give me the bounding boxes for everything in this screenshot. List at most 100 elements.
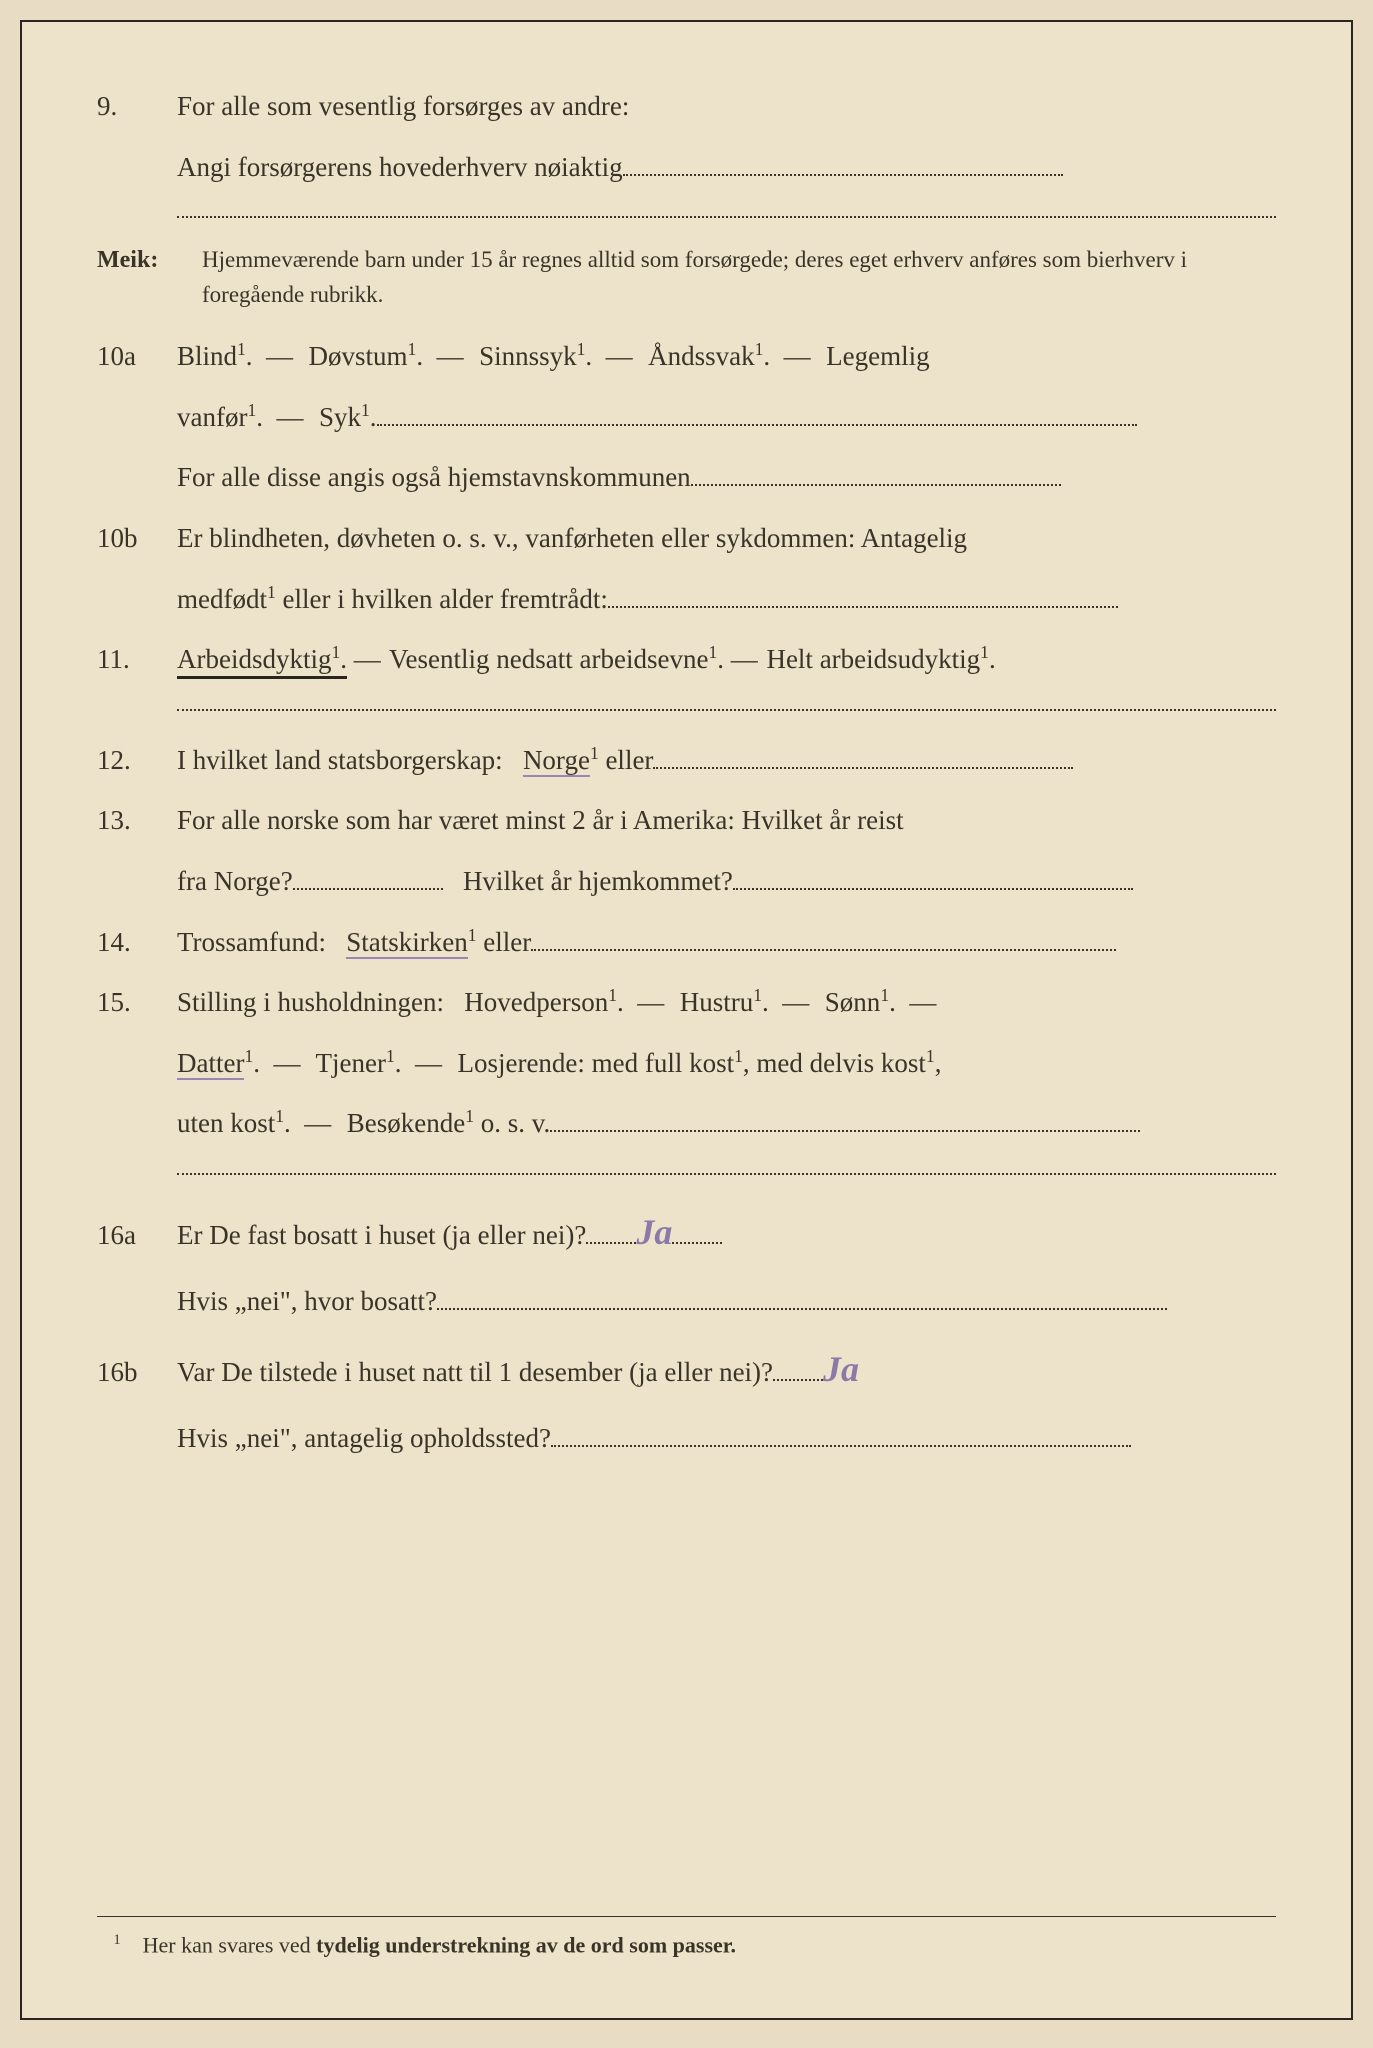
q10b-blank[interactable]	[608, 606, 1118, 608]
q13-line2: fra Norge? Hvilket år hjemkommet?	[177, 857, 1276, 906]
q15-opt9[interactable]: Besøkende	[347, 1108, 465, 1138]
q10a-syk[interactable]: Syk	[319, 402, 361, 432]
q14-number: 14.	[97, 918, 177, 967]
q15-opt6[interactable]: Losjerende: med full kost	[457, 1048, 734, 1078]
q10a-line2: vanfør1. — Syk1.	[177, 393, 1276, 442]
q15-opt3[interactable]: Sønn	[825, 987, 881, 1017]
q13-number: 13.	[97, 796, 177, 845]
q15-opt7[interactable]: med delvis kost	[756, 1048, 926, 1078]
q12-label: I hvilket land statsborgerskap:	[177, 745, 503, 775]
q16a-answer[interactable]: Ja	[636, 1212, 672, 1252]
q10a-text: Blind1. — Døvstum1. — Sinnssyk1. — Åndss…	[177, 332, 1276, 381]
q10b-text: Er blindheten, døvheten o. s. v., vanfør…	[177, 514, 1276, 563]
q12-eller: eller	[605, 745, 653, 775]
separator-2	[177, 709, 1276, 711]
q10a-line3: For alle disse angis også hjemstavnskomm…	[177, 453, 1276, 502]
separator-1	[177, 216, 1276, 218]
q16b-sub: Hvis „nei", antagelig opholdssted?	[177, 1414, 1276, 1463]
q11-opt2[interactable]: Vesentlig nedsatt arbeidsevne	[389, 644, 708, 674]
q16b-text: Var De tilstede i huset natt til 1 desem…	[177, 1337, 1276, 1402]
q16b-answer[interactable]: Ja	[823, 1349, 859, 1389]
q16a-sublabel: Hvis „nei", hvor bosatt?	[177, 1286, 437, 1316]
q11-number: 11.	[97, 635, 177, 684]
q10a-hjemstavn: For alle disse angis også hjemstavnskomm…	[177, 462, 691, 492]
q16a-number: 16a	[97, 1211, 177, 1260]
q16a-dotpost	[672, 1242, 722, 1244]
q12-blank[interactable]	[653, 767, 1073, 769]
q16b-sublabel: Hvis „nei", antagelig opholdssted?	[177, 1423, 551, 1453]
q13-blank1[interactable]	[293, 888, 443, 890]
q16a-blank[interactable]	[437, 1308, 1167, 1310]
q9-number: 9.	[97, 82, 177, 131]
q13-hjem: Hvilket år hjemkommet?	[463, 866, 733, 896]
note-row: Meik: Hjemmeværende barn under 15 år reg…	[97, 243, 1276, 312]
q15-opt4-selected[interactable]: Datter	[177, 1048, 244, 1080]
footnote: 1 Her kan svares ved tydelig understrekn…	[97, 1916, 1276, 1958]
question-11: 11. Arbeidsdyktig1. — Vesentlig nedsatt …	[97, 635, 1276, 684]
question-15: 15. Stilling i husholdningen: Hovedperso…	[97, 978, 1276, 1027]
q14-opt1-selected[interactable]: Statskirken	[346, 927, 468, 959]
q14-blank[interactable]	[531, 949, 1116, 951]
q16a-text: Er De fast bosatt i huset (ja eller nei)…	[177, 1200, 1276, 1265]
q16b-number: 16b	[97, 1348, 177, 1397]
q10a-number: 10a	[97, 332, 177, 381]
q15-opt10: o. s. v.	[481, 1108, 551, 1138]
question-16a: 16a Er De fast bosatt i huset (ja eller …	[97, 1200, 1276, 1265]
q15-number: 15.	[97, 978, 177, 1027]
q15-label: Stilling i husholdningen:	[177, 987, 444, 1017]
q15-opt5[interactable]: Tjener	[316, 1048, 386, 1078]
question-10a: 10a Blind1. — Døvstum1. — Sinnssyk1. — Å…	[97, 332, 1276, 381]
q10b-number: 10b	[97, 514, 177, 563]
q11-text: Arbeidsdyktig1. — Vesentlig nedsatt arbe…	[177, 635, 1276, 684]
q10a-blank2[interactable]	[691, 484, 1061, 486]
q13-text: For alle norske som har været minst 2 år…	[177, 796, 1276, 845]
q9-subtext: Angi forsørgerens hovederhverv nøiaktig	[177, 143, 1276, 192]
q10a-vanfor[interactable]: vanfør	[177, 402, 247, 432]
q11-opt3[interactable]: Helt arbeidsudyktig	[766, 644, 980, 674]
q16a-sub: Hvis „nei", hvor bosatt?	[177, 1277, 1276, 1326]
q16b-blank[interactable]	[551, 1445, 1131, 1447]
q13-blank2[interactable]	[733, 888, 1133, 890]
footnote-text-a: Her kan svares ved	[143, 1932, 317, 1957]
q10a-opt4[interactable]: Åndssvak	[648, 341, 755, 371]
footnote-num: 1	[114, 1932, 121, 1948]
q13-fra: fra Norge?	[177, 866, 293, 896]
q15-line2: Datter1. — Tjener1. — Losjerende: med fu…	[177, 1039, 1276, 1088]
q9-text: For alle som vesentlig forsørges av andr…	[177, 82, 1276, 131]
q15-opt1[interactable]: Hovedperson	[464, 987, 608, 1017]
question-10b: 10b Er blindheten, døvheten o. s. v., va…	[97, 514, 1276, 563]
q10a-opt3[interactable]: Sinnssyk	[479, 341, 577, 371]
question-12: 12. I hvilket land statsborgerskap: Norg…	[97, 736, 1276, 785]
q10a-blank1[interactable]	[377, 424, 1137, 426]
q10a-opt2[interactable]: Døvstum	[309, 341, 408, 371]
note-label: Meik:	[97, 247, 202, 274]
footnote-text-b: tydelig understrekning av de ord som pas…	[316, 1932, 736, 1957]
q14-text: Trossamfund: Statskirken1 eller	[177, 918, 1276, 967]
q10b-medfodt[interactable]: medfødt	[177, 584, 267, 614]
q12-opt1-selected[interactable]: Norge	[523, 745, 590, 777]
q10b-line2: medfødt1 eller i hvilken alder fremtrådt…	[177, 575, 1276, 624]
q9-blank[interactable]	[623, 174, 1063, 176]
q16b-dotpre	[773, 1379, 823, 1381]
q11-opt1-selected[interactable]: Arbeidsdyktig1.	[177, 644, 347, 679]
q15-opt8[interactable]: uten kost	[177, 1108, 275, 1138]
q16a-dotpre	[586, 1242, 636, 1244]
q15-blank[interactable]	[550, 1130, 1140, 1132]
census-form-page: 9. For alle som vesentlig forsørges av a…	[20, 20, 1353, 2020]
q16b-label: Var De tilstede i huset natt til 1 desem…	[177, 1357, 773, 1387]
question-14: 14. Trossamfund: Statskirken1 eller	[97, 918, 1276, 967]
q16a-label: Er De fast bosatt i huset (ja eller nei)…	[177, 1220, 586, 1250]
question-9: 9. For alle som vesentlig forsørges av a…	[97, 82, 1276, 131]
q10a-opt1[interactable]: Blind	[177, 341, 237, 371]
q15-opt2[interactable]: Hustru	[680, 987, 754, 1017]
question-16b: 16b Var De tilstede i huset natt til 1 d…	[97, 1337, 1276, 1402]
q12-number: 12.	[97, 736, 177, 785]
note-text: Hjemmeværende barn under 15 år regnes al…	[202, 243, 1276, 312]
q15-text: Stilling i husholdningen: Hovedperson1. …	[177, 978, 1276, 1027]
q15-line3: uten kost1. — Besøkende1 o. s. v.	[177, 1099, 1276, 1148]
q12-text: I hvilket land statsborgerskap: Norge1 e…	[177, 736, 1276, 785]
q14-eller: eller	[483, 927, 531, 957]
q10b-eller: eller i hvilken alder fremtrådt:	[276, 584, 608, 614]
q10a-opt5[interactable]: Legemlig	[826, 341, 929, 371]
q9-sub-label: Angi forsørgerens hovederhverv nøiaktig	[177, 152, 623, 182]
